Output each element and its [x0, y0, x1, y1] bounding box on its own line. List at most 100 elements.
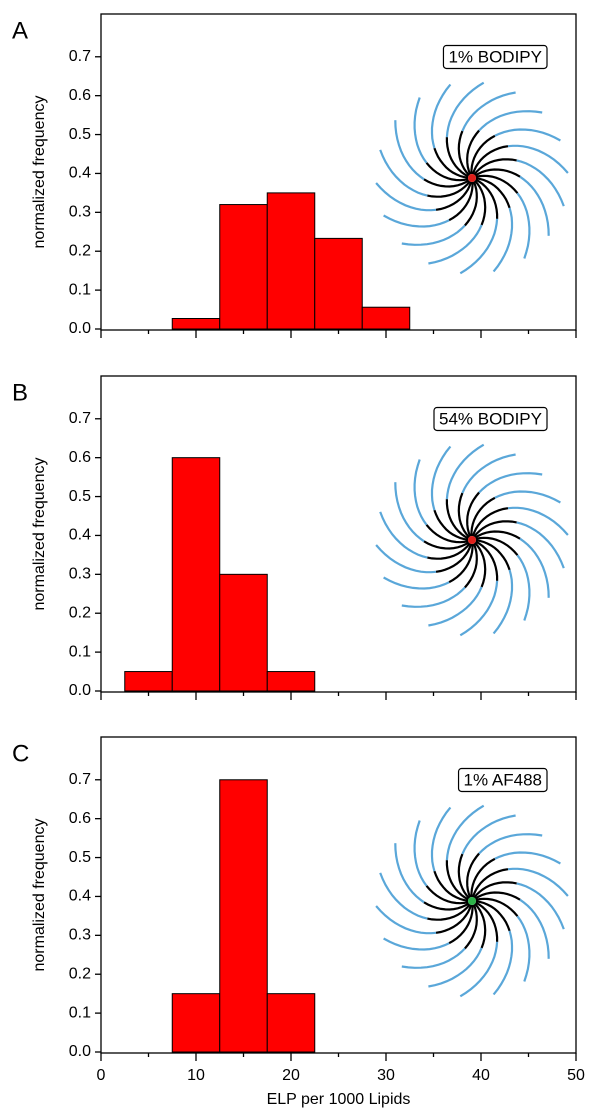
lipid-tail — [448, 182, 474, 222]
y-tick-label: 0.0 — [69, 682, 91, 699]
lipid-tail — [425, 885, 469, 905]
lipid-tail — [423, 901, 470, 911]
lipid-head — [478, 472, 543, 494]
lipid-tail — [427, 903, 471, 921]
lipid-tail — [474, 179, 487, 226]
y-tick-label: 0.2 — [69, 965, 91, 982]
lipid-head — [430, 83, 452, 149]
bar — [171, 993, 221, 1053]
lipid-tail — [435, 904, 473, 934]
bar — [171, 318, 221, 330]
lipid-tail — [427, 542, 471, 560]
lipid-tail — [433, 509, 469, 541]
lipid-head — [379, 872, 428, 920]
lipid-tail — [473, 158, 517, 176]
lipid-head — [375, 182, 437, 212]
bar — [266, 671, 316, 692]
lipid-head — [516, 159, 565, 207]
micelle-core — [468, 174, 476, 182]
lipid-head — [516, 554, 531, 621]
lipid-head — [459, 941, 499, 998]
y-tick-label: 0.6 — [69, 810, 91, 827]
micelle-illustration — [375, 81, 569, 275]
lipid-tail — [457, 130, 470, 177]
lipid-tail — [470, 496, 496, 536]
lipid-tail — [473, 881, 517, 899]
lipid-tail — [425, 162, 469, 182]
lipid-tail — [471, 868, 509, 898]
lipid-head — [375, 544, 437, 574]
y-tick-label: 0.5 — [69, 488, 91, 505]
y-tick-label: 0.6 — [69, 449, 91, 466]
bar — [171, 457, 221, 692]
lipid-tail — [445, 499, 469, 540]
y-axis-label: normalized frequency — [31, 458, 48, 611]
lipid-tail — [445, 860, 469, 901]
lipid-tail — [475, 901, 499, 942]
lipid-tail — [464, 543, 478, 589]
x-tick-label: 40 — [472, 1067, 490, 1084]
lipid-head — [461, 453, 516, 494]
lipid-head — [430, 806, 452, 872]
lipid-tail — [475, 897, 519, 917]
y-tick-label: 0.3 — [69, 204, 91, 221]
lipid-tail — [475, 540, 499, 581]
lipid-head — [383, 576, 450, 590]
lipid-head — [459, 580, 499, 637]
lipid-tail — [457, 853, 470, 900]
y-tick-label: 0.4 — [69, 165, 91, 182]
lipid-tail — [474, 902, 487, 949]
annotation: 54% BODIPY — [439, 409, 542, 428]
lipid-head — [494, 851, 561, 865]
lipid-tail — [474, 891, 521, 901]
lipid-head — [394, 482, 425, 543]
lipid-tail — [475, 178, 499, 219]
y-tick-label: 0.5 — [69, 849, 91, 866]
lipid-head — [507, 867, 569, 897]
lipid-tail — [471, 145, 509, 175]
lipid-head — [461, 91, 516, 132]
y-tick-label: 0.0 — [69, 1043, 91, 1060]
lipid-head — [516, 192, 531, 259]
x-axis-label: ELP per 1000 Lipids — [267, 1091, 411, 1108]
lipid-tail — [433, 147, 469, 179]
x-tick-label: 10 — [187, 1067, 205, 1084]
lipid-head — [445, 804, 485, 861]
lipid-tail — [475, 539, 511, 571]
lipid-head — [461, 814, 516, 855]
y-axis-label: normalized frequency — [31, 819, 48, 972]
lipid-head — [394, 120, 425, 181]
lipid-tail — [471, 507, 509, 537]
lipid-head — [401, 947, 466, 969]
lipid-head — [516, 882, 565, 930]
lipid-head — [428, 224, 483, 265]
lipid-head — [413, 97, 428, 164]
annotation-box — [442, 44, 548, 70]
y-tick-label: 0.6 — [69, 87, 91, 104]
lipid-tail — [457, 492, 470, 539]
lipid-tail — [435, 543, 473, 573]
lipid-tail — [448, 905, 474, 945]
lipid-tail — [474, 168, 521, 178]
lipid-tail — [466, 491, 480, 537]
annotation: 1% AF488 — [464, 770, 542, 789]
lipid-tail — [423, 540, 470, 550]
lipid-tail — [475, 900, 511, 932]
lipid-tail — [473, 520, 517, 538]
lipid-head — [401, 224, 466, 246]
lipid-head — [507, 144, 569, 174]
lipid-tail — [474, 541, 487, 588]
lipid-head — [492, 207, 514, 273]
y-tick-label: 0.4 — [69, 888, 91, 905]
lipid-head — [478, 110, 543, 132]
y-tick-label: 0.5 — [69, 126, 91, 143]
bar — [124, 671, 173, 692]
lipid-head — [492, 569, 514, 635]
lipid-tail — [470, 134, 496, 174]
y-tick-label: 0.3 — [69, 927, 91, 944]
panel-label: C — [12, 740, 29, 767]
lipid-tail — [448, 544, 474, 584]
lipid-tail — [445, 137, 469, 178]
lipid-tail — [423, 178, 470, 188]
panel-label: B — [12, 379, 28, 406]
